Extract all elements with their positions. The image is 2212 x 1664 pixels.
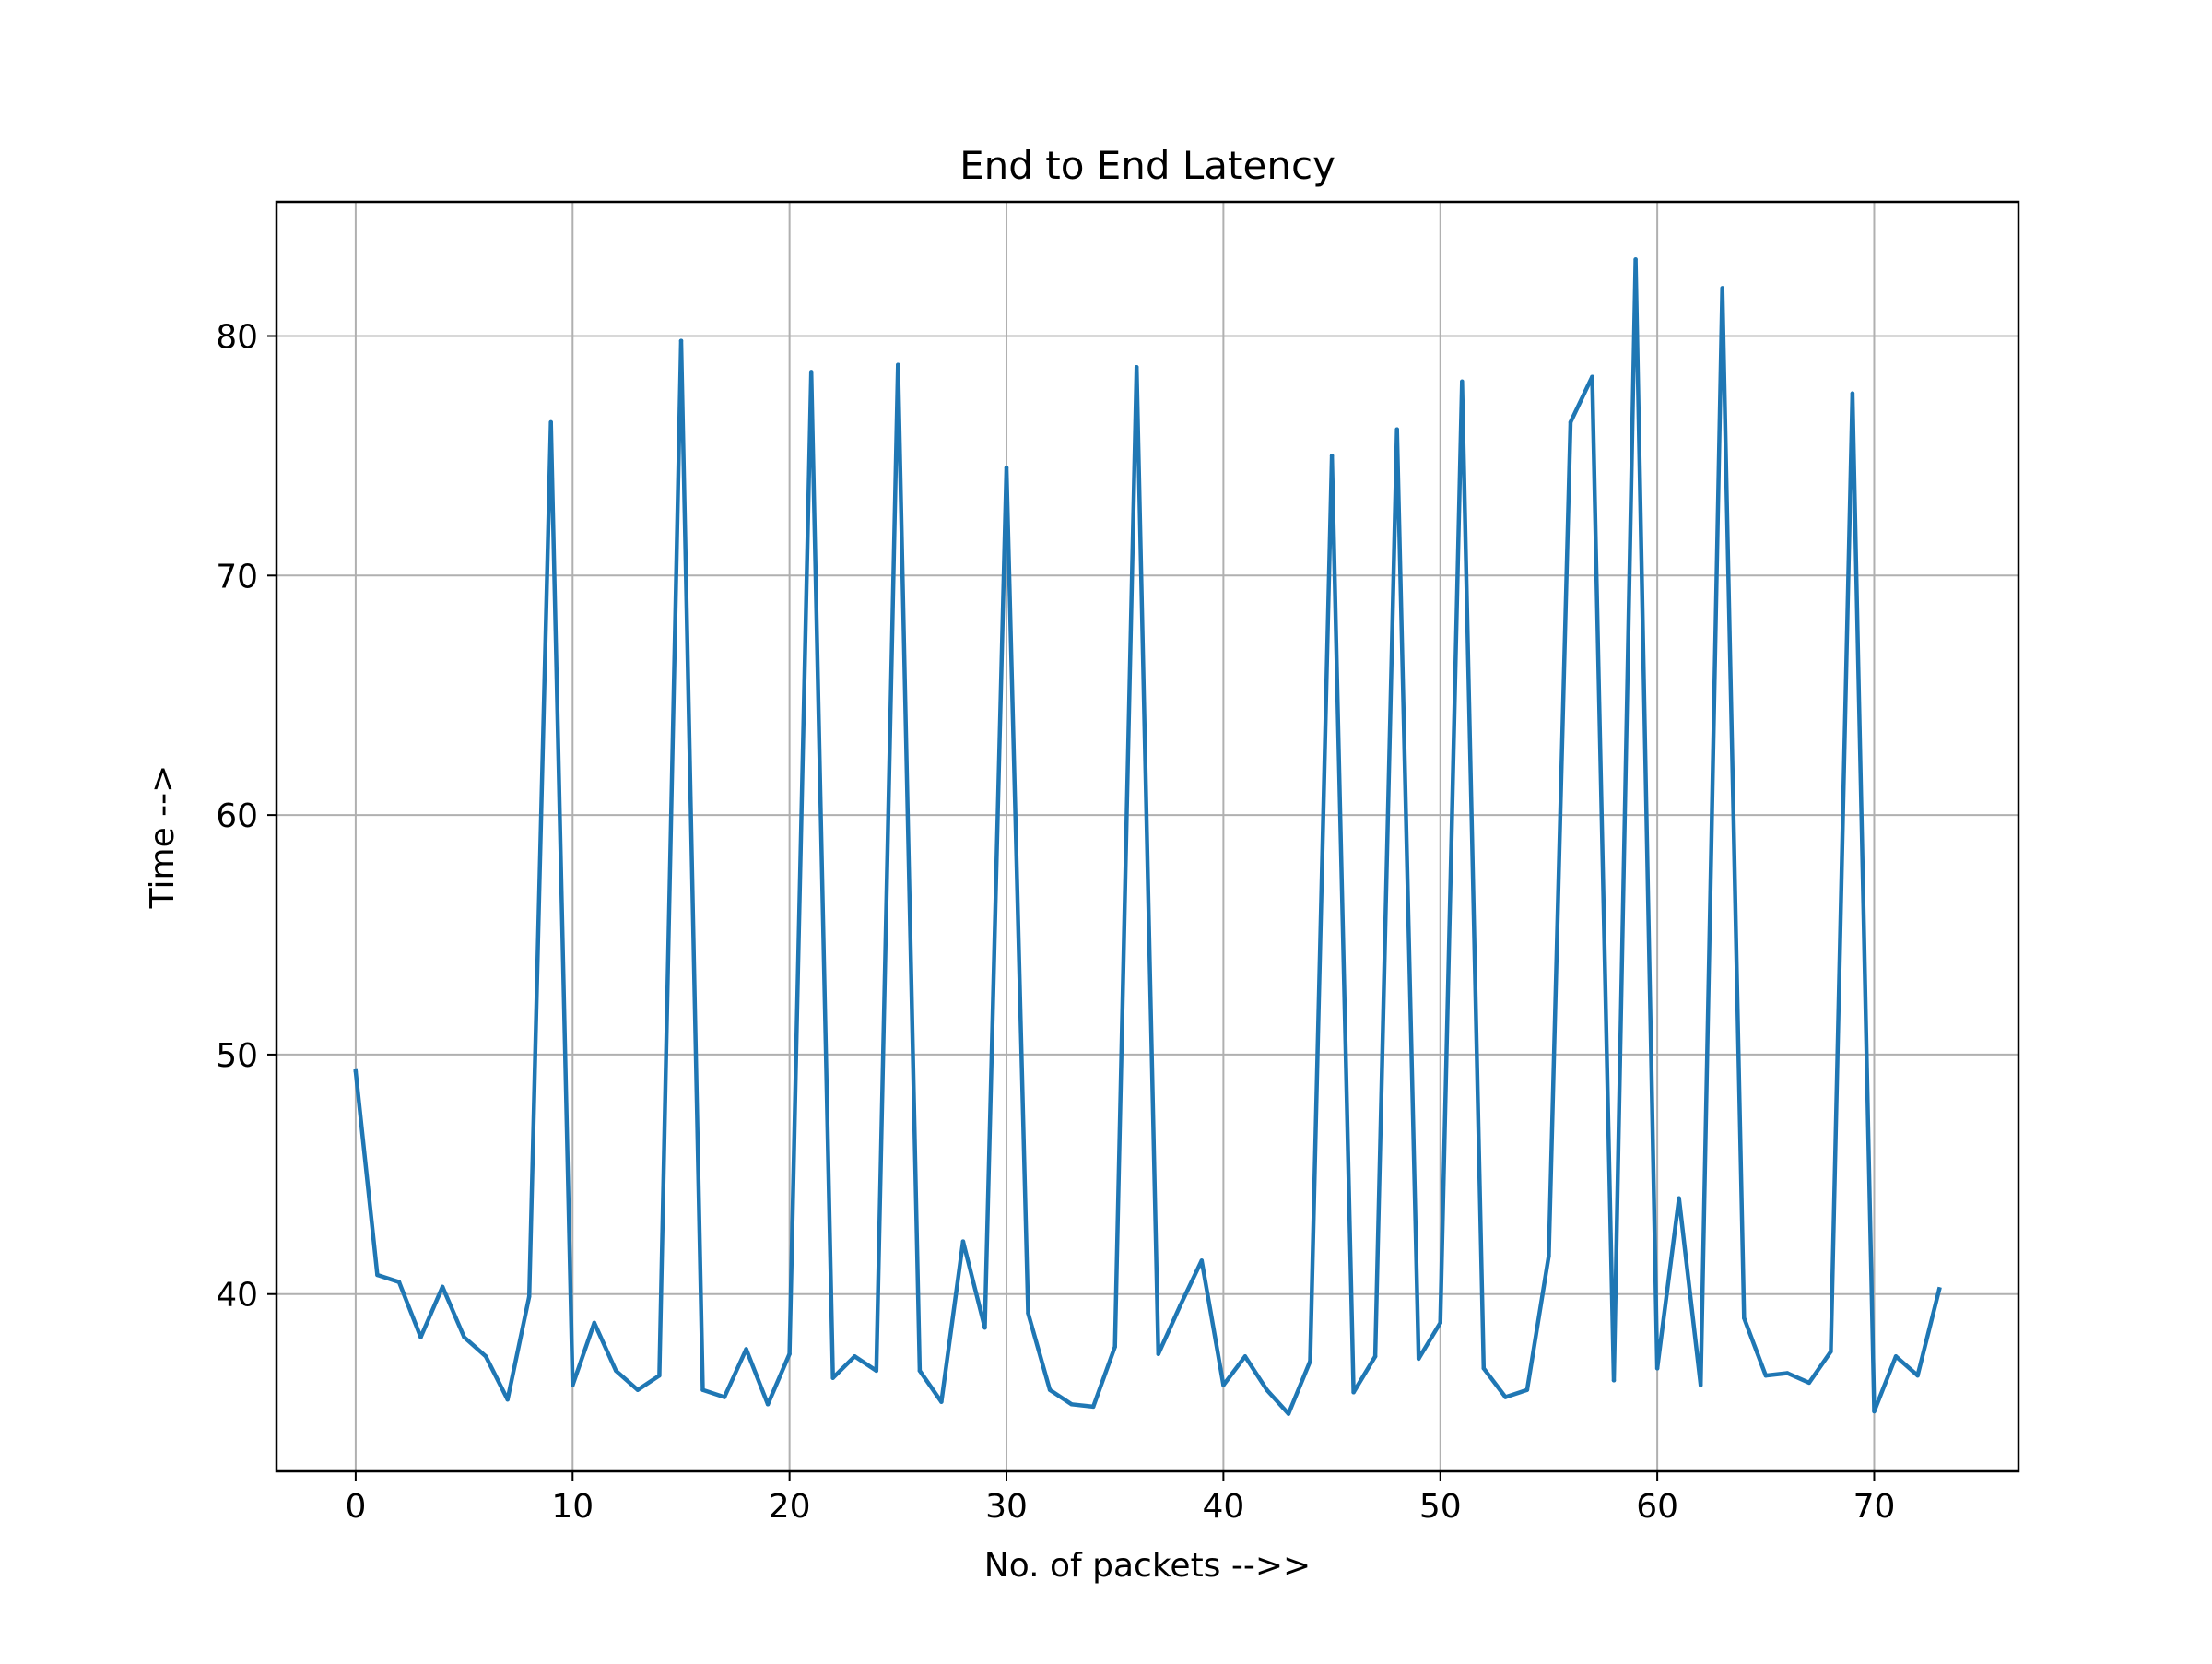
x-tick-label: 0 [345, 1488, 366, 1526]
chart-title: End to End Latency [959, 143, 1335, 188]
data-point [1156, 1351, 1161, 1356]
data-point [1785, 1371, 1790, 1375]
data-point [1134, 365, 1139, 370]
x-tick-label: 40 [1202, 1488, 1244, 1526]
data-point [1872, 1409, 1877, 1414]
y-tick-label: 70 [216, 558, 258, 596]
data-point [1047, 1387, 1053, 1392]
data-point [1069, 1402, 1074, 1407]
y-tick-label: 50 [216, 1037, 258, 1075]
y-tick-label: 80 [216, 318, 258, 356]
data-point [1893, 1354, 1899, 1359]
data-point [353, 1068, 359, 1074]
data-point [614, 1368, 618, 1374]
data-point [678, 338, 684, 343]
data-point [1199, 1258, 1205, 1263]
data-point [1112, 1344, 1117, 1350]
data-point [635, 1387, 641, 1392]
x-tick-label: 70 [1853, 1488, 1896, 1526]
y-tick-label: 60 [216, 797, 258, 835]
data-point [1915, 1373, 1920, 1378]
data-point [418, 1335, 423, 1339]
data-point [765, 1402, 771, 1407]
data-point [1698, 1383, 1703, 1387]
data-point [939, 1399, 944, 1404]
data-point [1590, 374, 1594, 379]
data-point [1806, 1380, 1812, 1386]
data-point [722, 1395, 727, 1399]
data-point [483, 1354, 488, 1359]
x-tick-label: 20 [769, 1488, 811, 1526]
data-point [1460, 379, 1465, 384]
data-point [1351, 1390, 1356, 1395]
series-line [353, 257, 1942, 1416]
data-point [396, 1280, 402, 1284]
data-point [1178, 1304, 1182, 1308]
data-point [440, 1284, 445, 1290]
data-point [982, 1325, 987, 1330]
data-point [571, 1383, 575, 1387]
data-point [830, 1375, 835, 1380]
data-point [1265, 1387, 1269, 1392]
data-point [1677, 1196, 1681, 1201]
data-point [1547, 1253, 1551, 1258]
data-point [1568, 419, 1573, 425]
y-tick-label: 40 [216, 1277, 258, 1315]
data-point [874, 1368, 879, 1374]
x-tick-label: 30 [985, 1488, 1028, 1526]
series-layer [353, 257, 1942, 1416]
data-point [1394, 427, 1399, 432]
data-point [1742, 1316, 1747, 1320]
data-point [744, 1347, 748, 1351]
data-point [505, 1397, 510, 1402]
data-point [1720, 286, 1724, 290]
data-point [853, 1354, 857, 1359]
x-axis-label: No. of packets -->> [984, 1547, 1311, 1585]
data-point [1090, 1404, 1096, 1410]
data-point [1481, 1366, 1487, 1371]
data-point [1221, 1383, 1226, 1387]
x-tick-label: 50 [1419, 1488, 1462, 1526]
data-point [548, 419, 553, 425]
data-point [1936, 1287, 1942, 1292]
grid-lines [276, 202, 2018, 1471]
x-tick-label: 10 [551, 1488, 594, 1526]
data-point [1308, 1359, 1312, 1363]
data-point [1829, 1349, 1833, 1354]
data-point [1633, 257, 1638, 262]
data-point [960, 1239, 966, 1244]
data-point [1850, 391, 1855, 396]
data-point [592, 1320, 597, 1326]
data-point [375, 1272, 380, 1278]
data-point [1004, 466, 1009, 470]
plot-area-frame [275, 200, 2020, 1473]
data-point [657, 1373, 662, 1378]
data-point [787, 1351, 792, 1356]
data-point [1329, 454, 1335, 458]
data-point [896, 362, 900, 367]
data-point [1763, 1373, 1769, 1378]
data-point [462, 1335, 466, 1339]
data-point [1286, 1411, 1291, 1416]
data-point [526, 1294, 532, 1299]
data-point [1416, 1356, 1421, 1362]
data-point [1503, 1395, 1508, 1399]
x-tick-label: 60 [1636, 1488, 1678, 1526]
data-point [1372, 1354, 1378, 1359]
data-point [700, 1387, 705, 1392]
data-point [1524, 1387, 1530, 1392]
axis-ticks: 0 10 20 30 40 50 60 70 40 50 60 70 80 [216, 318, 1895, 1526]
data-point [1611, 1378, 1617, 1383]
data-point [917, 1368, 923, 1374]
data-point [1654, 1366, 1660, 1371]
data-point [1438, 1320, 1442, 1326]
y-axis-label: Time --> [144, 765, 182, 910]
data-point [1242, 1354, 1248, 1359]
data-point [1026, 1311, 1030, 1316]
data-point [808, 370, 814, 374]
